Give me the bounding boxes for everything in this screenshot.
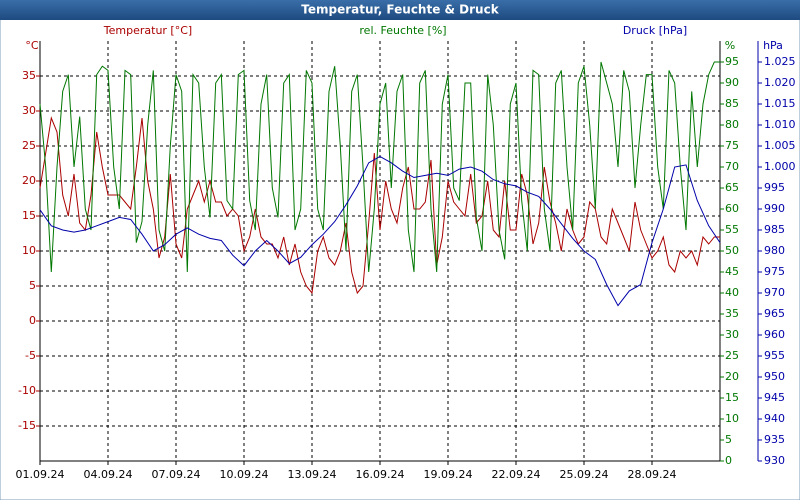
y3-tick-label: 955	[764, 349, 785, 362]
y2-tick-label: 0	[725, 454, 732, 467]
data-line	[39, 116, 720, 295]
x-tick-label: 01.09.24	[16, 468, 65, 481]
x-tick-label: 07.09.24	[152, 468, 201, 481]
y3-tick-label: 1.010	[764, 118, 796, 131]
y-tick-label: 35	[22, 69, 36, 82]
series-label: Druck [hPa]	[623, 24, 687, 37]
y-axis-unit: °C	[25, 39, 39, 52]
y2-tick-label: 95	[725, 55, 739, 68]
data-line	[39, 61, 720, 273]
y2-axis-unit: %	[725, 39, 735, 52]
y3-tick-label: 970	[764, 286, 785, 299]
y2-tick-label: 80	[725, 118, 739, 131]
y-tick-label: 0	[29, 314, 36, 327]
x-tick-label: 16.09.24	[356, 468, 405, 481]
y2-tick-label: 5	[725, 433, 732, 446]
y3-tick-label: 945	[764, 391, 785, 404]
y2-tick-label: 20	[725, 370, 739, 383]
y3-tick-label: 985	[764, 223, 785, 236]
chart-title: Temperatur, Feuchte & Druck	[301, 3, 499, 17]
series-label: rel. Feuchte [%]	[359, 24, 446, 37]
x-tick-label: 28.09.24	[628, 468, 677, 481]
y3-tick-label: 980	[764, 244, 785, 257]
x-tick-label: 04.09.24	[84, 468, 133, 481]
y3-tick-label: 935	[764, 433, 785, 446]
y2-tick-label: 45	[725, 265, 739, 278]
y3-tick-label: 1.000	[764, 160, 796, 173]
y2-tick-label: 15	[725, 391, 739, 404]
series-label: Temperatur [°C]	[103, 24, 192, 37]
y3-tick-label: 995	[764, 181, 785, 194]
y2-tick-label: 30	[725, 328, 739, 341]
y2-tick-label: 60	[725, 202, 739, 215]
x-tick-label: 10.09.24	[220, 468, 269, 481]
y3-tick-label: 975	[764, 265, 785, 278]
y2-tick-label: 40	[725, 286, 739, 299]
y3-tick-label: 1.020	[764, 76, 796, 89]
y2-tick-label: 70	[725, 160, 739, 173]
y2-tick-label: 10	[725, 412, 739, 425]
y3-tick-label: 1.025	[764, 55, 796, 68]
y2-tick-label: 75	[725, 139, 739, 152]
y2-tick-label: 65	[725, 181, 739, 194]
y-tick-label: -10	[18, 384, 36, 397]
y2-tick-label: 35	[725, 307, 739, 320]
x-tick-label: 25.09.24	[560, 468, 609, 481]
y3-tick-label: 930	[764, 454, 785, 467]
x-tick-label: 19.09.24	[424, 468, 473, 481]
y2-tick-label: 25	[725, 349, 739, 362]
y-tick-label: -5	[25, 349, 36, 362]
y-tick-label: 5	[29, 279, 36, 292]
y3-tick-label: 1.005	[764, 139, 796, 152]
y3-tick-label: 960	[764, 328, 785, 341]
y-tick-label: 25	[22, 139, 36, 152]
y2-tick-label: 90	[725, 76, 739, 89]
y-tick-label: -15	[18, 419, 36, 432]
y-tick-label: 10	[22, 244, 36, 257]
y3-tick-label: 965	[764, 307, 785, 320]
y2-tick-label: 85	[725, 97, 739, 110]
y-tick-label: 20	[22, 174, 36, 187]
title-bar	[0, 0, 800, 20]
y2-tick-label: 55	[725, 223, 739, 236]
x-tick-label: 13.09.24	[288, 468, 337, 481]
data-line	[39, 155, 721, 307]
y3-axis-unit: hPa	[763, 39, 783, 52]
x-tick-label: 22.09.24	[492, 468, 541, 481]
y3-tick-label: 1.015	[764, 97, 796, 110]
y3-tick-label: 950	[764, 370, 785, 383]
y-tick-label: 30	[22, 104, 36, 117]
y-tick-label: 15	[22, 209, 36, 222]
y3-tick-label: 990	[764, 202, 785, 215]
y3-tick-label: 940	[764, 412, 785, 425]
y2-tick-label: 50	[725, 244, 739, 257]
